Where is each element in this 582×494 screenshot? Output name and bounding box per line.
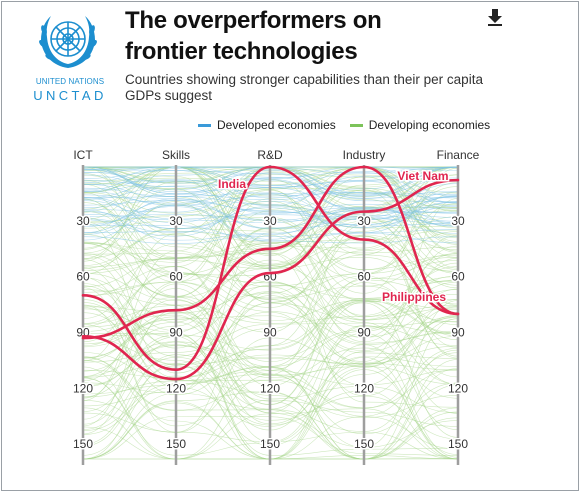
tick-label: 60 — [76, 270, 90, 284]
tick-label: 150 — [73, 437, 93, 451]
developing-economy-line — [82, 347, 459, 399]
tick-label: 30 — [263, 214, 277, 228]
legend-swatch-developed — [198, 123, 211, 127]
legend-item-developed[interactable]: Developed economies — [198, 118, 336, 132]
developed-economy-line — [82, 195, 459, 233]
tick-label: 150 — [448, 437, 468, 451]
chart-title: The overperformers on frontier technolog… — [125, 7, 382, 65]
developing-economy-line — [82, 318, 459, 460]
tick-label: 90 — [169, 326, 183, 340]
tick-label: 60 — [169, 270, 183, 284]
chart-legend: Developed economies Developing economies — [198, 118, 504, 132]
download-icon — [488, 9, 502, 26]
developing-economy-line — [82, 276, 459, 388]
tick-label: 30 — [357, 214, 371, 228]
tick-label: 90 — [451, 326, 465, 340]
logo-text-united-nations: UNITED NATIONS — [35, 77, 105, 86]
tick-label: 60 — [357, 270, 371, 284]
series-label: Viet Nam — [397, 169, 448, 183]
tick-label: 90 — [357, 326, 371, 340]
axis-label: Finance — [437, 148, 480, 162]
legend-item-developing[interactable]: Developing economies — [349, 118, 491, 132]
developing-economy-line — [82, 198, 459, 362]
series-line[interactable] — [81, 165, 460, 340]
developing-economy-line — [82, 266, 459, 371]
developed-economy-line — [82, 204, 459, 241]
download-button[interactable] — [486, 8, 504, 26]
developing-economy-line — [82, 302, 459, 438]
chart-subtitle: Countries showing stronger capabilities … — [125, 72, 483, 103]
developing-economy-line — [82, 283, 459, 427]
tick-label: 120 — [354, 381, 374, 395]
axis-label: Industry — [343, 148, 386, 162]
tick-label: 150 — [260, 437, 280, 451]
un-emblem-icon — [39, 16, 97, 68]
developing-economy-line — [82, 363, 459, 460]
tick-label: 30 — [169, 214, 183, 228]
axis-label: R&D — [257, 148, 283, 162]
series-label: India — [218, 177, 246, 191]
developing-economy-line — [82, 316, 459, 378]
tick-label: 120 — [73, 381, 93, 395]
tick-label: 30 — [76, 214, 90, 228]
developing-economy-line — [82, 281, 459, 399]
unctad-logo: UNITED NATIONS UNCTAD — [30, 8, 106, 104]
tick-label: 150 — [166, 437, 186, 451]
developing-economy-line — [82, 366, 459, 460]
tick-label: 60 — [451, 270, 465, 284]
axis-label: Skills — [162, 148, 190, 162]
axis-label: ICT — [73, 148, 93, 162]
developing-economy-line — [82, 166, 459, 279]
tick-label: 120 — [260, 381, 280, 395]
developing-economy-line — [82, 224, 459, 377]
developing-economy-line — [82, 294, 459, 386]
legend-swatch-developing — [349, 123, 363, 127]
logo-text-unctad: UNCTAD — [33, 88, 107, 103]
series-label: Philippines — [382, 290, 446, 304]
tick-label: 120 — [166, 381, 186, 395]
series-line[interactable] — [81, 178, 460, 381]
tick-label: 90 — [263, 326, 277, 340]
tick-label: 30 — [451, 214, 465, 228]
developing-economy-line — [82, 174, 459, 255]
tick-label: 150 — [354, 437, 374, 451]
legend-label-developed: Developed economies — [217, 118, 336, 132]
tick-label: 120 — [448, 381, 468, 395]
developing-economy-line — [82, 253, 459, 364]
legend-label-developing: Developing economies — [368, 118, 491, 132]
series-line[interactable] — [81, 165, 460, 372]
